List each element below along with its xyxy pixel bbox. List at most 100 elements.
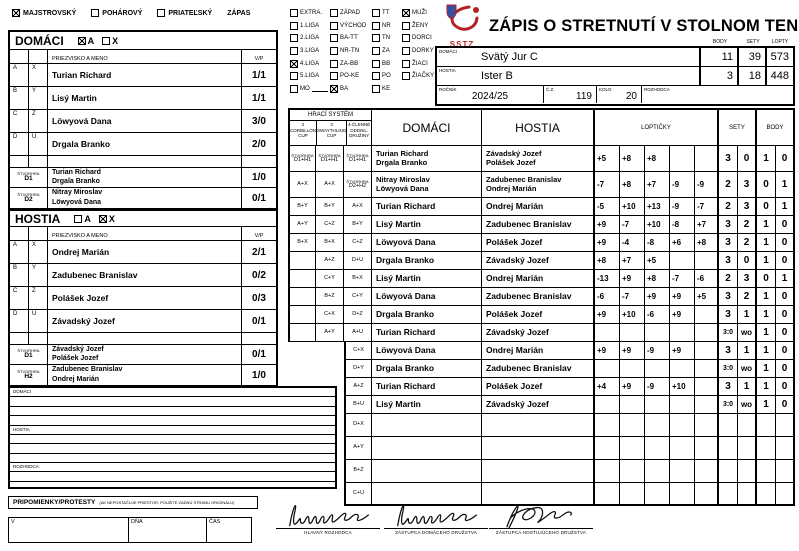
league-option: 2.LIGA bbox=[290, 32, 330, 45]
vp-column-header: V/P bbox=[254, 233, 264, 239]
league-checkbox[interactable] bbox=[290, 21, 298, 30]
league-checkbox[interactable] bbox=[372, 84, 380, 93]
league-label: ŽIACI bbox=[412, 60, 428, 67]
away-x-checkbox[interactable] bbox=[98, 214, 107, 223]
away-player-row: C Z Polášek Jozef 0/3 bbox=[10, 287, 276, 310]
league-checkbox[interactable] bbox=[402, 59, 410, 68]
league-checkbox[interactable] bbox=[290, 59, 298, 68]
sets-won-away bbox=[738, 414, 757, 437]
league-checkbox[interactable] bbox=[290, 34, 298, 43]
set-score-cell: -6 bbox=[645, 306, 670, 324]
time-label: ČAS bbox=[209, 519, 221, 525]
away-player-cell bbox=[482, 437, 595, 460]
league-label: ŽENY bbox=[412, 22, 429, 29]
doubles-caption: ŠTVORHRA bbox=[291, 152, 314, 158]
player-name: Turian Richard bbox=[48, 64, 242, 86]
home-player-name: Turian Richard bbox=[376, 200, 436, 211]
league-checkbox[interactable] bbox=[372, 59, 380, 68]
home-panel-title: DOMÁCI bbox=[15, 33, 64, 48]
league-checkbox[interactable] bbox=[330, 72, 338, 81]
notes-write-line[interactable] bbox=[10, 482, 335, 492]
sets-won-home: 2 bbox=[719, 198, 738, 216]
away-player-row: B Y Zadubenec Branislav 0/2 bbox=[10, 264, 276, 287]
date-cell[interactable]: DŇA bbox=[129, 518, 207, 542]
player-name: Zadubenec Branislav bbox=[48, 264, 242, 286]
home-player-cell: Turian Richard bbox=[372, 378, 482, 396]
system-cell-s1: ŠTVORHRA D1+H1 bbox=[288, 146, 316, 172]
empty-name-cell[interactable] bbox=[48, 156, 242, 167]
league-checkbox[interactable] bbox=[372, 21, 380, 30]
season-cell: ROČNÍK 2024/25 bbox=[437, 86, 544, 103]
set-score-cell: -7 bbox=[695, 198, 719, 216]
pairing-code: B+X bbox=[352, 274, 363, 281]
empty-name-cell[interactable] bbox=[48, 333, 242, 344]
empty-vp-cell[interactable] bbox=[242, 156, 276, 167]
league-checkbox[interactable] bbox=[372, 9, 380, 18]
set-score-cell: +5 bbox=[695, 288, 719, 306]
system-cell-s2: A+X bbox=[316, 172, 344, 198]
match-type-checkbox[interactable] bbox=[12, 9, 20, 17]
league-checkbox[interactable] bbox=[372, 34, 380, 43]
system-cell-s3: C+Z bbox=[344, 234, 372, 252]
away-player-table: PRIEZVISKO A MENO V/P A X Ondrej Marián 2/1 B Y… bbox=[10, 227, 276, 385]
league-checkbox[interactable] bbox=[330, 59, 338, 68]
notes-write-line[interactable] bbox=[10, 472, 335, 482]
league-checkbox[interactable] bbox=[330, 47, 338, 56]
away-a-checkbox[interactable] bbox=[74, 214, 83, 223]
doubles-caption: ŠTVORHRA bbox=[17, 191, 40, 197]
set-score-cell: -9 bbox=[670, 172, 695, 198]
home-a-checkbox[interactable] bbox=[77, 36, 86, 45]
notes-write-line[interactable] bbox=[10, 454, 335, 463]
notes-write-line[interactable] bbox=[10, 435, 335, 444]
points-away bbox=[776, 437, 795, 460]
name-column-header: PRIEZVISKO A MENO bbox=[48, 227, 242, 240]
league-checkbox[interactable] bbox=[330, 21, 338, 30]
time-cell[interactable]: ČAS bbox=[207, 518, 251, 542]
pairing-code: D2+H2 bbox=[348, 182, 367, 189]
player-vp: 1/1 bbox=[252, 92, 266, 104]
away-player-name-2: Polášek Jozef bbox=[486, 158, 536, 167]
notes-write-line[interactable] bbox=[10, 397, 335, 407]
system-cell-s2 bbox=[316, 360, 344, 378]
league-checkbox[interactable] bbox=[402, 47, 410, 56]
league-checkbox[interactable] bbox=[290, 9, 298, 18]
match-type-checkbox[interactable] bbox=[157, 9, 166, 17]
player-letter-1: B bbox=[10, 87, 29, 109]
league-label: BA bbox=[340, 85, 349, 92]
league-checkbox[interactable] bbox=[402, 72, 410, 81]
sets-column-header: SETY bbox=[719, 108, 757, 146]
set-score-cell bbox=[645, 483, 670, 506]
league-checkbox[interactable] bbox=[290, 47, 298, 56]
league-checkbox[interactable] bbox=[330, 34, 338, 43]
referee-cell[interactable]: ROZHODCA bbox=[642, 86, 793, 103]
league-checkbox[interactable] bbox=[290, 84, 298, 93]
pairing-code: B+X bbox=[297, 238, 308, 245]
notes-write-line[interactable] bbox=[10, 416, 335, 426]
away-player-name: Ondrej Marián bbox=[486, 344, 544, 355]
league-checkbox[interactable] bbox=[402, 9, 410, 18]
home-player-name: Lisý Martin bbox=[376, 218, 421, 229]
notes-write-line[interactable] bbox=[10, 407, 335, 416]
league-checkbox[interactable] bbox=[290, 72, 298, 81]
notes-write-line[interactable] bbox=[10, 444, 335, 454]
league-column: ZÁPAD VÝCHOD BA-TT NR-TN ZA-BB PO-KE BA bbox=[330, 7, 372, 95]
league-checkbox[interactable] bbox=[372, 72, 380, 81]
place-cell[interactable]: V bbox=[9, 518, 129, 542]
doubles-player-2: Drgala Branko bbox=[52, 178, 100, 185]
empty-player-row bbox=[10, 156, 276, 168]
player-name: Ondrej Marián bbox=[48, 241, 242, 263]
home-player-name: Löwyová Dana bbox=[376, 290, 436, 301]
match-type-checkbox[interactable] bbox=[91, 9, 100, 17]
player-name: Löwyová Dana bbox=[48, 110, 242, 132]
league-checkbox[interactable] bbox=[402, 21, 410, 30]
home-x-checkbox[interactable] bbox=[102, 36, 111, 45]
league-checkbox[interactable] bbox=[330, 84, 338, 93]
league-checkbox[interactable] bbox=[402, 34, 410, 43]
league-checkbox[interactable] bbox=[330, 9, 338, 18]
empty-vp-cell[interactable] bbox=[242, 333, 276, 344]
fill-in-line[interactable] bbox=[311, 85, 328, 93]
points-column-header: BODY bbox=[757, 108, 795, 146]
league-checkbox[interactable] bbox=[372, 47, 380, 56]
league-option: BA bbox=[330, 83, 372, 96]
doubles-player-2: Polášek Jozef bbox=[52, 355, 99, 362]
